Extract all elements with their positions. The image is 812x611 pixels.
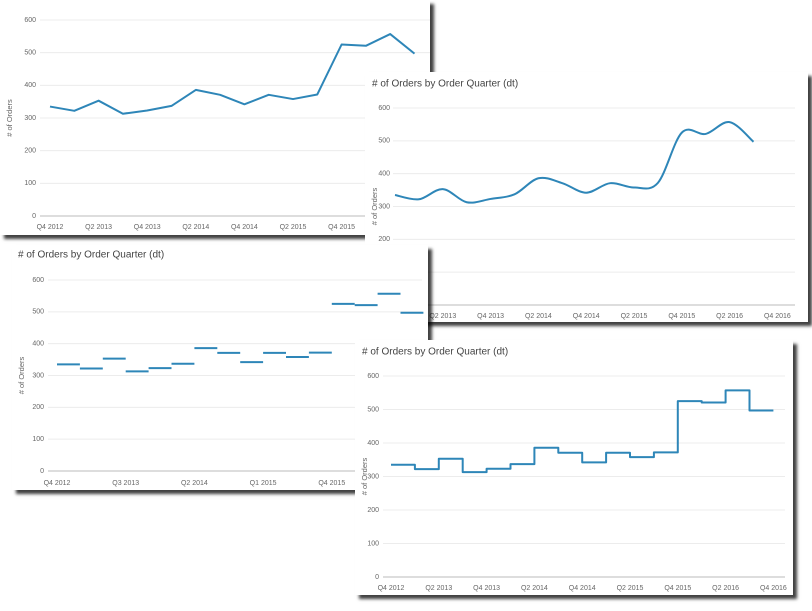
y-tick-label: 600 [24,17,36,24]
y-tick-label: 100 [367,540,379,547]
x-tick-label: Q4 2012 [378,585,405,592]
x-tick-label: Q4 2015 [664,585,691,592]
x-tick-label: Q4 2015 [318,480,345,487]
x-tick-label: Q4 2012 [44,480,71,487]
chart-panel: # of Orders 0 100 200 300 400 500 600 Q4 2012 Q2 … [0,0,430,235]
x-tick-label: Q2 2016 [716,313,743,320]
chart-title: # of Orders by Order Quarter (dt) [372,79,518,90]
y-tick-label: 100 [32,436,44,443]
x-tick-label: Q2 2014 [521,585,548,592]
y-tick-label: 300 [367,473,379,480]
y-axis-label: # of Orders [370,187,379,225]
x-tick-label: Q4 2016 [760,585,787,592]
y-tick-label: 500 [378,138,390,145]
y-tick-label: 200 [32,404,44,411]
line-series [49,33,416,115]
x-tick-label: Q2 2014 [181,480,208,487]
y-tick-label: 0 [375,574,379,581]
y-tick-label: 300 [24,115,36,122]
y-tick-label: 200 [378,236,390,243]
x-tick-label: Q4 2016 [764,313,791,320]
chart-title: # of Orders by Order Quarter (dt) [18,250,164,261]
y-axis-label: # of Orders [17,356,26,394]
x-tick-label: Q2 2016 [712,585,739,592]
x-tick-label: Q4 2013 [477,313,504,320]
line-series [394,121,755,204]
y-axis-label: # of Orders [360,457,369,495]
x-tick-label: Q4 2013 [473,585,500,592]
x-tick-label: Q4 2012 [37,224,64,231]
x-tick-label: Q4 2014 [569,585,596,592]
x-tick-label: Q2 2014 [182,224,209,231]
chart: # of Orders by Order Quarter (dt) # of Or… [370,79,795,320]
chart: # of Orders by Order Quarter (dt) # of Or… [360,347,787,592]
x-tick-label: Q2 2015 [621,313,648,320]
x-tick-label: Q2 2014 [525,313,552,320]
x-tick-label: Q4 2015 [328,224,355,231]
x-tick-label: Q2 2015 [280,224,307,231]
y-tick-label: 600 [367,373,379,380]
x-tick-label: Q2 2015 [617,585,644,592]
chart-panel: # of Orders by Order Quarter (dt) # of Or… [365,72,808,322]
y-tick-label: 400 [367,440,379,447]
y-tick-label: 500 [367,406,379,413]
x-tick-label: Q1 2015 [250,480,277,487]
y-tick-label: 200 [24,148,36,155]
y-tick-label: 300 [32,372,44,379]
x-tick-label: Q2 2013 [429,313,456,320]
y-tick-label: 400 [378,171,390,178]
y-axis-label: # of Orders [5,99,14,137]
x-tick-label: Q4 2013 [134,224,161,231]
y-tick-label: 400 [32,341,44,348]
y-tick-label: 100 [24,180,36,187]
x-tick-label: Q3 2013 [112,480,139,487]
x-tick-label: Q2 2013 [85,224,112,231]
x-tick-label: Q4 2014 [573,313,600,320]
y-tick-label: 500 [24,50,36,57]
y-tick-label: 0 [32,213,36,220]
y-tick-label: 600 [378,105,390,112]
chart: # of Orders 0 100 200 300 400 500 600 Q4 2012 Q2 … [5,17,430,231]
y-tick-label: 0 [40,468,44,475]
y-tick-label: 200 [367,507,379,514]
y-tick-label: 500 [32,309,44,316]
x-tick-label: Q4 2014 [231,224,258,231]
chart-panel: # of Orders by Order Quarter (dt) # of Or… [355,340,793,595]
step-series [391,389,774,474]
chart-title: # of Orders by Order Quarter (dt) [362,347,508,358]
y-tick-label: 600 [32,277,44,284]
x-tick-label: Q2 2013 [425,585,452,592]
y-tick-label: 300 [378,203,390,210]
x-tick-label: Q4 2015 [668,313,695,320]
y-tick-label: 400 [24,82,36,89]
